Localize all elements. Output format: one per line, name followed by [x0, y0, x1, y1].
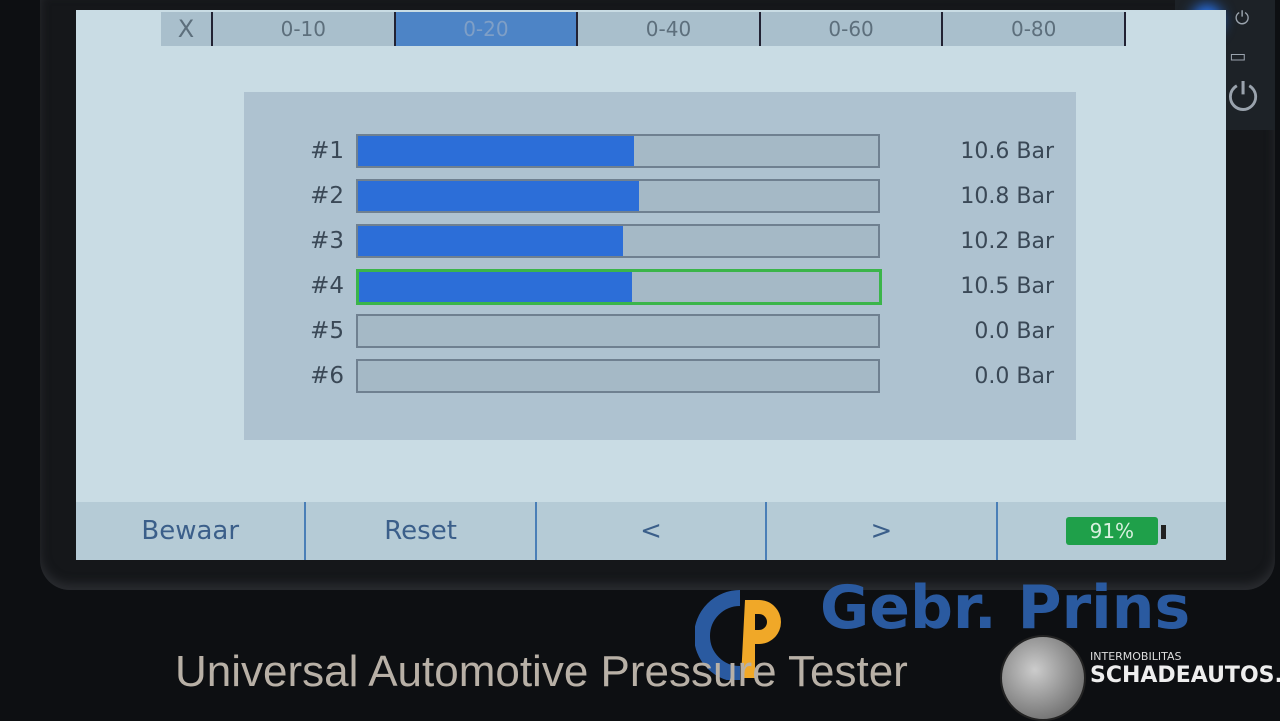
pressure-bar [356, 269, 882, 305]
channel-row[interactable]: #3 10.2 Bar [244, 224, 1076, 260]
channel-label: #3 [310, 228, 344, 254]
pressure-value: 0.0 Bar [974, 319, 1054, 344]
pressure-bar [356, 359, 880, 393]
prev-button[interactable]: < [537, 502, 768, 560]
watermark: INTERMOBILITAS SCHADEAUTOS.NL [1000, 635, 1280, 721]
channel-label: #2 [310, 183, 344, 209]
channel-row[interactable]: #1 10.6 Bar [244, 134, 1076, 170]
bottom-toolbar: Bewaar Reset < > 91% [76, 502, 1226, 560]
pressure-bar-fill [358, 226, 624, 256]
range-tabs: X 0-10 0-20 0-40 0-60 0-80 [161, 12, 1126, 46]
channel-row[interactable]: #2 10.8 Bar [244, 179, 1076, 215]
battery-indicator: 91% [1065, 517, 1167, 545]
device-screen: X 0-10 0-20 0-40 0-60 0-80 #1 10.6 Bar #2 10.8… [76, 10, 1226, 560]
pressure-value: 10.8 Bar [960, 184, 1054, 209]
channel-row[interactable]: #5 0.0 Bar [244, 314, 1076, 350]
pressure-value: 0.0 Bar [974, 364, 1054, 389]
watermark-line1: INTERMOBILITAS [1090, 650, 1182, 663]
brand-name: Gebr. Prins [820, 573, 1191, 643]
pressure-bar-fill [358, 181, 639, 211]
pressure-bar [356, 179, 880, 213]
device-title: Universal Automotive Pressure Tester [175, 647, 908, 696]
tab-range-0-40[interactable]: 0-40 [578, 12, 761, 46]
channel-label: #5 [310, 318, 344, 344]
pressure-bar [356, 224, 880, 258]
next-button[interactable]: > [767, 502, 998, 560]
reset-button[interactable]: Reset [306, 502, 537, 560]
globe-icon [1000, 635, 1086, 721]
close-tab[interactable]: X [161, 12, 213, 46]
pressure-value: 10.2 Bar [960, 229, 1054, 254]
watermark-line2: SCHADEAUTOS.NL [1090, 663, 1280, 688]
tab-range-0-60[interactable]: 0-60 [761, 12, 944, 46]
channel-label: #1 [310, 138, 344, 164]
power-small-icon: ⏻ [1235, 8, 1250, 29]
power-button-icon[interactable]: ⏻ [1228, 75, 1259, 119]
pressure-value: 10.6 Bar [960, 139, 1054, 164]
tab-range-0-80[interactable]: 0-80 [943, 12, 1126, 46]
pressure-bar-fill [358, 136, 634, 166]
channel-label: #4 [310, 273, 344, 299]
channel-label: #6 [310, 363, 344, 389]
channel-panel: #1 10.6 Bar #2 10.8 Bar #3 10.2 Bar #4 10.5… [244, 92, 1076, 440]
pressure-bar [356, 314, 880, 348]
pressure-bar-fill [359, 272, 632, 302]
save-button[interactable]: Bewaar [76, 502, 307, 560]
tab-range-0-10[interactable]: 0-10 [213, 12, 396, 46]
channel-row[interactable]: #6 0.0 Bar [244, 359, 1076, 395]
gebr-prins-logo [695, 590, 781, 680]
channel-row[interactable]: #4 10.5 Bar [244, 269, 1076, 305]
battery-cell: 91% [998, 502, 1226, 560]
pressure-bar [356, 134, 880, 168]
pressure-value: 10.5 Bar [960, 274, 1054, 299]
tab-range-0-20[interactable]: 0-20 [395, 12, 579, 46]
